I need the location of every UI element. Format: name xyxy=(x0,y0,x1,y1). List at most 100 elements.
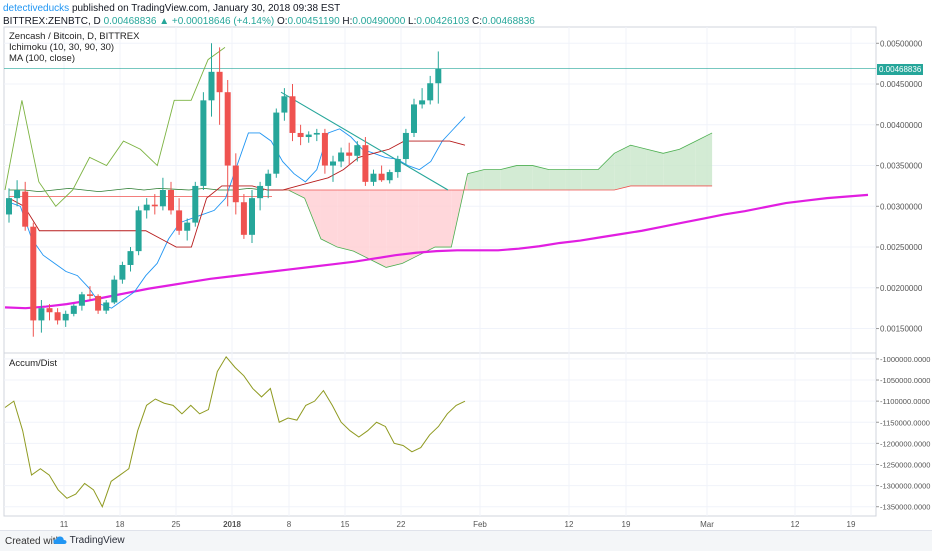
candle-body xyxy=(402,132,409,160)
ma-legend: MA (100, close) xyxy=(9,53,75,64)
publish-info: published on TradingView.com, January 30… xyxy=(71,3,341,14)
ichimoku-cloud-segment xyxy=(500,165,517,190)
candle-body xyxy=(111,279,118,303)
symbol-label: BITTREX:ZENBTC, D xyxy=(3,16,101,27)
candle-body xyxy=(184,222,191,231)
time-tick-label: 19 xyxy=(847,520,856,529)
time-tick-label: 19 xyxy=(622,520,631,529)
time-tick-label: 12 xyxy=(565,520,574,529)
candle-body xyxy=(30,226,37,321)
time-tick-label: 25 xyxy=(172,520,181,529)
ichimoku-cloud-segment xyxy=(337,190,354,252)
candle-body xyxy=(370,173,377,182)
ichimoku-cloud-segment xyxy=(532,165,550,190)
candle-body xyxy=(168,190,174,211)
time-tick-label: Mar xyxy=(700,520,714,529)
price-tick-label: 0.00300000 xyxy=(880,202,923,211)
author-link[interactable]: detectiveducks xyxy=(3,3,70,14)
close-value: 0.00468836 xyxy=(482,16,535,27)
time-tick-label: Feb xyxy=(473,520,487,529)
last-price-tag: 0.00468836 xyxy=(877,64,924,75)
price-tick-label: 0.00500000 xyxy=(880,39,923,48)
open-label: O: xyxy=(276,16,288,27)
candle-body xyxy=(265,173,272,186)
candle-body xyxy=(54,312,61,321)
candle-body xyxy=(297,132,304,138)
open-value: 0.00451190 xyxy=(287,16,340,27)
candle-body xyxy=(22,191,29,227)
ichimoku-cloud-segment xyxy=(320,190,338,248)
ichimoku-cloud-segment xyxy=(516,165,533,190)
ichimoku-cloud-segment xyxy=(386,190,403,268)
low-label: L: xyxy=(408,16,417,27)
chikou-span-line xyxy=(4,47,226,207)
candle-body xyxy=(273,112,280,174)
price-tick-label: 0.00200000 xyxy=(880,284,923,293)
ichimoku-cloud-segment xyxy=(402,190,419,264)
publish-line: detectiveducks published on TradingView.… xyxy=(3,3,340,14)
candle-body xyxy=(87,294,93,296)
candle-body xyxy=(354,145,361,156)
adl-tick-label: -1200000.0000 xyxy=(880,439,930,448)
candle-body xyxy=(38,308,45,321)
ichimoku-cloud-segment xyxy=(565,169,582,190)
candle-body xyxy=(338,152,345,162)
candle-body xyxy=(281,96,288,113)
ichimoku-cloud-segment xyxy=(695,132,713,186)
ichimoku-cloud-segment xyxy=(435,190,452,248)
accum-dist-line xyxy=(4,355,466,508)
price-tick-label: 0.00450000 xyxy=(880,80,923,89)
ichimoku-cloud-segment xyxy=(467,169,484,190)
candle-body xyxy=(200,100,207,186)
up-arrow-icon: ▲ xyxy=(159,16,170,27)
candle-body xyxy=(257,185,264,199)
footer-bar: Created with TradingView xyxy=(0,530,932,551)
time-tick-label: 15 xyxy=(341,520,350,529)
time-tick-label: 18 xyxy=(116,520,125,529)
ichimoku-cloud-segment xyxy=(483,169,501,190)
chart-title: Zencash / Bitcoin, D, BITTREX xyxy=(9,31,140,42)
candle-body xyxy=(232,165,239,203)
ichimoku-cloud-segment xyxy=(646,149,664,186)
candle-body xyxy=(313,132,320,135)
last-price: 0.00468836 xyxy=(103,16,157,27)
low-value: 0.00426103 xyxy=(416,16,470,27)
candle-body xyxy=(289,96,296,133)
candle-body xyxy=(240,202,247,235)
candle-body xyxy=(216,71,223,93)
close-label: C: xyxy=(472,16,483,27)
candle-body xyxy=(151,204,158,207)
candle-body xyxy=(321,132,328,166)
candle-body xyxy=(135,210,142,252)
ichimoku-cloud-segment xyxy=(304,190,321,239)
adl-tick-label: -1150000.0000 xyxy=(880,418,930,427)
price-tick-label: 0.00150000 xyxy=(880,325,923,334)
candle-body xyxy=(119,264,126,280)
price-tick-label: 0.00400000 xyxy=(880,121,923,130)
ichimoku-cloud-segment xyxy=(369,190,387,268)
ichimoku-cloud-segment xyxy=(549,169,566,190)
ichimoku-cloud-segment xyxy=(598,153,615,190)
ichimoku-cloud-segment xyxy=(663,149,680,186)
candle-body xyxy=(386,172,393,181)
time-tick-label: 8 xyxy=(287,520,292,529)
cloud-icon xyxy=(53,536,67,545)
candle-body xyxy=(208,71,215,101)
candle-body xyxy=(427,83,434,101)
adl-tick-label: -1350000.0000 xyxy=(880,503,930,512)
candle-body xyxy=(78,294,85,306)
time-tick-label: 2018 xyxy=(223,520,241,529)
trendline xyxy=(280,91,449,191)
candle-body xyxy=(62,313,69,321)
candle-body xyxy=(411,104,417,133)
ichimoku-cloud-segment xyxy=(353,190,370,260)
candle-body xyxy=(46,308,53,313)
ichimoku-cloud-segment xyxy=(614,145,631,190)
candle-body xyxy=(143,204,150,211)
accum-dist-legend: Accum/Dist xyxy=(9,358,58,369)
candle-body xyxy=(378,173,385,181)
candle-body xyxy=(346,152,353,156)
candle-body xyxy=(70,305,77,314)
tradingview-logo[interactable]: TradingView xyxy=(53,535,125,546)
